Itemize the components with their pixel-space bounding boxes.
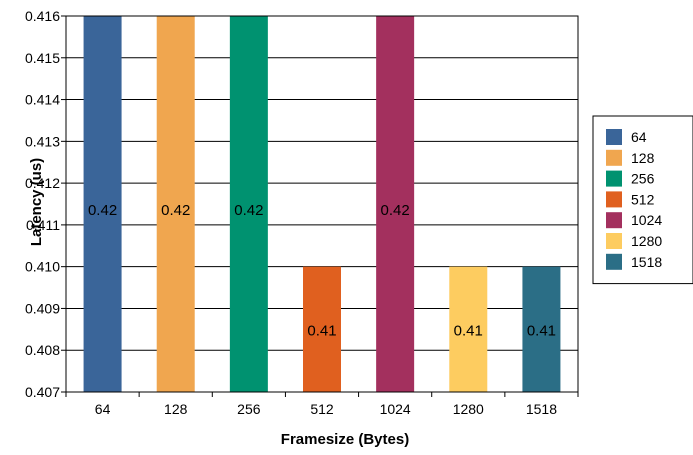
legend-swatch: [606, 233, 622, 249]
legend-swatch: [606, 253, 622, 270]
x-tick-label: 1024: [380, 401, 411, 417]
bars: [83, 16, 561, 392]
y-axis: 0.407 0.408 0.409 0.410 0.411 0.412 0.413 0.414…: [25, 8, 66, 400]
legend-label: 64: [631, 129, 647, 145]
x-tick-label: 1280: [453, 401, 484, 417]
y-tick-label: 0.409: [25, 300, 60, 316]
x-tick-label: 512: [310, 401, 334, 417]
legend-label: 1518: [631, 254, 662, 270]
bar-value-label: 0.42: [234, 202, 263, 219]
legend-swatch: [606, 149, 622, 166]
bar-value-label: 0.41: [527, 322, 556, 339]
bar-value-label: 0.41: [307, 322, 336, 339]
y-tick-label: 0.410: [25, 259, 60, 275]
y-tick-label: 0.412: [25, 175, 60, 191]
legend-swatch: [606, 170, 622, 187]
bar-1518: [522, 266, 561, 392]
x-tick-label: 1518: [526, 401, 557, 417]
bar-1280: [449, 266, 488, 392]
legend: 64 128 256 512 1024 1280 1518: [592, 115, 693, 285]
bar-value-label: 0.42: [381, 202, 410, 219]
legend-label: 128: [631, 150, 655, 166]
legend-label: 512: [631, 191, 655, 207]
bar-64: [83, 16, 122, 392]
bar-1024: [376, 16, 415, 392]
x-axis-title: Framesize (Bytes): [281, 431, 409, 448]
legend-swatch: [606, 191, 622, 208]
x-axis: 64 128 256 512 1024 1280 1518: [65, 392, 579, 417]
x-tick-label: 256: [237, 401, 261, 417]
x-tick-label: 128: [164, 401, 188, 417]
bar-512: [303, 266, 341, 392]
legend-label: 256: [631, 171, 655, 187]
y-tick-label: 0.411: [26, 217, 60, 233]
bar-128: [156, 16, 195, 392]
y-axis-title: Latency (us): [28, 158, 45, 246]
data-labels: 0.42 0.42 0.42 0.41 0.42 0.41 0.41: [88, 202, 556, 339]
y-tick-label: 0.414: [25, 92, 60, 108]
legend-swatch: [606, 212, 622, 229]
bar-value-label: 0.42: [88, 202, 117, 219]
y-tick-label: 0.415: [25, 50, 60, 66]
legend-label: 1024: [631, 212, 662, 228]
bar-value-label: 0.41: [454, 322, 483, 339]
legend-label: 1280: [631, 233, 662, 249]
x-tick-label: 64: [95, 401, 111, 417]
legend-swatch: [606, 129, 622, 145]
y-tick-label: 0.413: [25, 133, 60, 149]
y-tick-label: 0.416: [25, 8, 60, 24]
y-tick-label: 0.408: [25, 342, 60, 358]
bar-256: [229, 16, 268, 392]
bar-value-label: 0.42: [161, 202, 190, 219]
plot-frame: [65, 15, 579, 393]
y-tick-label: 0.407: [25, 384, 60, 400]
